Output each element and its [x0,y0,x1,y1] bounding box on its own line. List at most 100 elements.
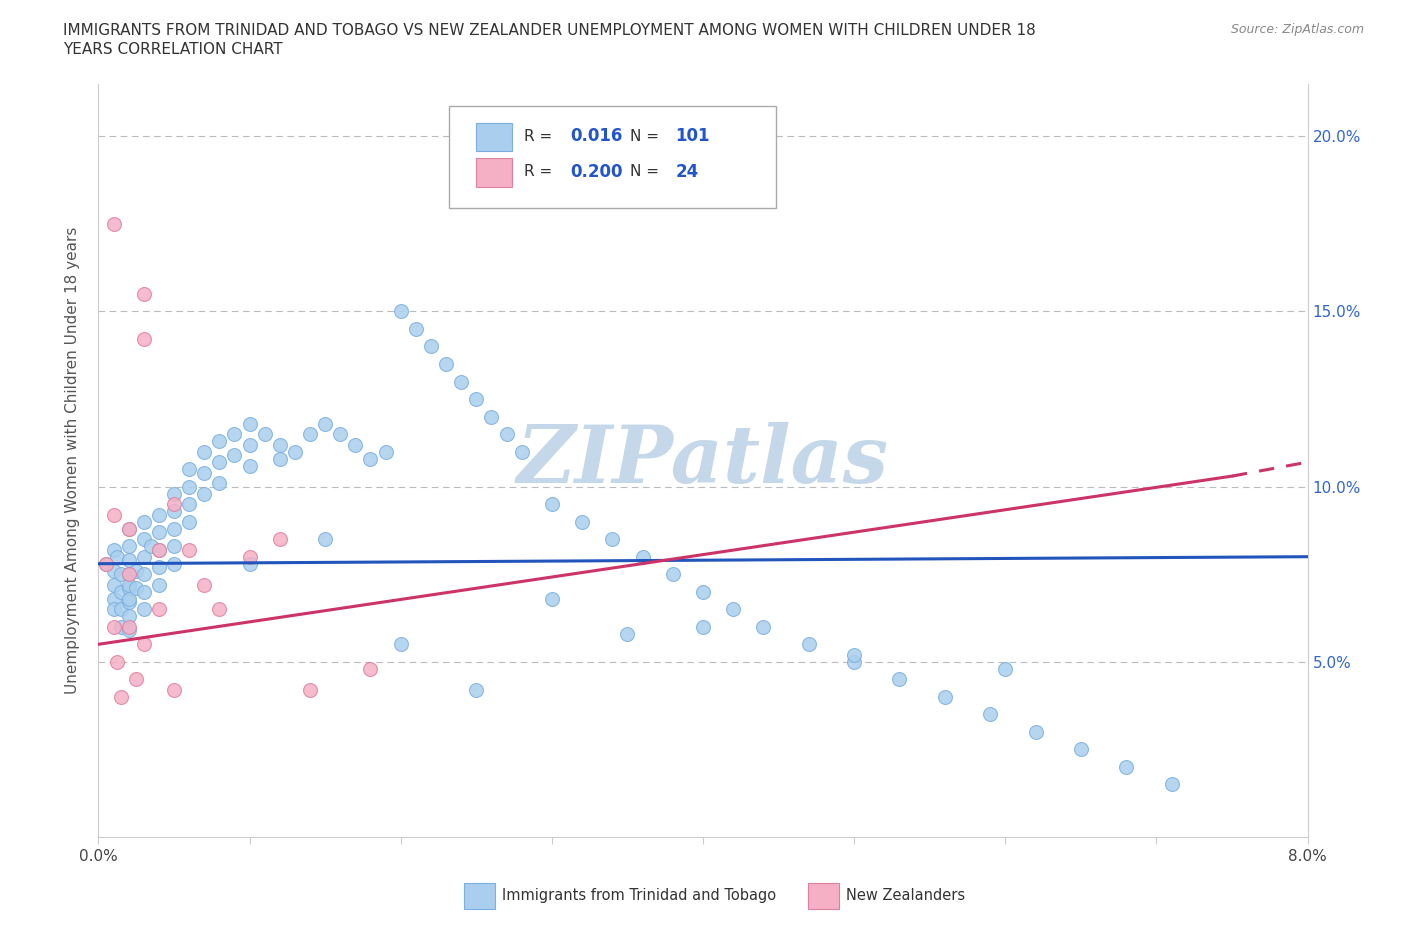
Point [269,451,291,466]
Point [253,427,276,442]
Text: N =: N = [630,129,664,144]
Y-axis label: Unemployment Among Women with Children Under 18 years: Unemployment Among Women with Children U… [65,227,80,694]
Point [148,525,170,539]
Point [208,433,231,448]
Text: ZIPatlas: ZIPatlas [517,421,889,499]
Point [103,564,125,578]
Point [465,683,488,698]
Point [239,556,262,571]
Point [994,661,1017,676]
Point [224,427,246,442]
Point [132,286,155,301]
Point [103,619,125,634]
Point [299,427,322,442]
Point [193,465,215,480]
Point [284,445,307,459]
Point [269,532,291,547]
Point [844,655,866,670]
Point [631,550,654,565]
Point [163,556,186,571]
Point [125,671,148,686]
Point [360,661,382,676]
Point [239,437,262,452]
Text: 24: 24 [675,163,699,180]
Point [374,445,396,459]
Point [103,578,125,592]
Point [844,647,866,662]
Point [481,409,503,424]
Point [118,566,141,581]
Point [163,497,186,512]
Point [148,542,170,557]
Text: N =: N = [630,165,664,179]
Point [540,497,562,512]
Point [389,637,412,652]
Point [105,550,128,565]
Point [314,416,336,431]
Point [118,623,141,638]
Point [239,458,262,473]
Point [495,427,517,442]
Text: R =: R = [524,129,557,144]
Point [103,507,125,522]
Point [125,564,148,578]
Point [405,322,427,337]
Point [329,427,352,442]
Point [148,560,170,575]
Point [118,578,141,592]
Text: 0.200: 0.200 [569,163,623,180]
Point [571,514,593,529]
Point [723,602,745,617]
Point [103,542,125,557]
Point [110,566,132,581]
FancyBboxPatch shape [475,123,512,152]
Point [179,479,201,494]
Point [889,671,911,686]
Point [344,437,367,452]
Point [118,521,141,536]
Point [179,542,201,557]
Point [132,514,155,529]
Point [239,550,262,565]
Point [692,619,714,634]
Point [193,486,215,501]
Text: YEARS CORRELATION CHART: YEARS CORRELATION CHART [63,42,283,57]
Point [1070,742,1092,757]
FancyBboxPatch shape [449,106,776,208]
Point [1115,760,1137,775]
Point [148,542,170,557]
Point [510,445,533,459]
Text: Immigrants from Trinidad and Tobago: Immigrants from Trinidad and Tobago [502,888,776,903]
Text: 0.016: 0.016 [569,127,623,145]
Point [103,602,125,617]
Point [132,532,155,547]
Point [148,602,170,617]
Point [148,507,170,522]
Point [110,602,132,617]
Point [692,584,714,599]
Point [179,461,201,476]
Point [132,584,155,599]
Point [224,447,246,462]
Point [450,374,472,389]
Point [105,655,128,670]
Point [179,497,201,512]
Point [163,538,186,553]
Point [208,602,231,617]
Point [540,591,562,606]
Point [110,619,132,634]
Point [103,591,125,606]
Point [360,451,382,466]
Text: R =: R = [524,165,557,179]
Point [208,475,231,490]
Point [1025,724,1047,739]
Point [163,521,186,536]
Point [163,683,186,698]
Text: IMMIGRANTS FROM TRINIDAD AND TOBAGO VS NEW ZEALANDER UNEMPLOYMENT AMONG WOMEN WI: IMMIGRANTS FROM TRINIDAD AND TOBAGO VS N… [63,23,1036,38]
Text: New Zealanders: New Zealanders [846,888,966,903]
FancyBboxPatch shape [475,158,512,187]
Point [616,626,638,641]
Point [94,556,117,571]
Point [118,521,141,536]
Point [118,595,141,610]
